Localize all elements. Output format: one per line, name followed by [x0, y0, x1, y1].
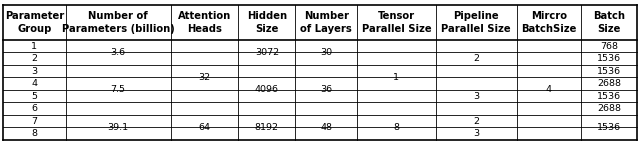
Text: Number
of Layers: Number of Layers [300, 11, 352, 34]
Text: Batch
Size: Batch Size [593, 11, 625, 34]
Text: 30: 30 [320, 48, 332, 57]
Text: 2688: 2688 [597, 104, 621, 113]
Text: 1536: 1536 [597, 123, 621, 132]
Text: 3.6: 3.6 [111, 48, 125, 57]
Text: 7.5: 7.5 [111, 85, 125, 94]
Text: 768: 768 [600, 42, 618, 51]
Text: Attention
Heads: Attention Heads [178, 11, 231, 34]
Text: 4: 4 [31, 79, 37, 88]
Text: 48: 48 [320, 123, 332, 132]
Text: 32: 32 [198, 73, 211, 82]
Text: 2: 2 [473, 54, 479, 63]
Text: 6: 6 [31, 104, 37, 113]
Text: 4: 4 [546, 85, 552, 94]
Text: 64: 64 [198, 123, 211, 132]
Text: 3: 3 [473, 129, 479, 138]
Text: 8: 8 [394, 123, 399, 132]
Text: 1536: 1536 [597, 54, 621, 63]
Text: Pipeline
Parallel Size: Pipeline Parallel Size [441, 11, 511, 34]
Text: 8192: 8192 [255, 123, 279, 132]
Text: Number of
Parameters (billion): Number of Parameters (billion) [61, 11, 175, 34]
Text: 3: 3 [473, 92, 479, 101]
Text: 2: 2 [473, 117, 479, 126]
Text: 36: 36 [320, 85, 332, 94]
Text: Mircro
BatchSize: Mircro BatchSize [521, 11, 577, 34]
Text: 1536: 1536 [597, 67, 621, 76]
Text: Parameter
Group: Parameter Group [4, 11, 64, 34]
Text: 2: 2 [31, 54, 37, 63]
Text: 1: 1 [394, 73, 399, 82]
Text: 3072: 3072 [255, 48, 279, 57]
Text: 1: 1 [31, 42, 37, 51]
Text: 39.1: 39.1 [108, 123, 129, 132]
Text: Tensor
Parallel Size: Tensor Parallel Size [362, 11, 431, 34]
Text: 1536: 1536 [597, 92, 621, 101]
Text: Hidden
Size: Hidden Size [247, 11, 287, 34]
Text: 7: 7 [31, 117, 37, 126]
Text: 5: 5 [31, 92, 37, 101]
Text: 4096: 4096 [255, 85, 279, 94]
Text: 3: 3 [31, 67, 38, 76]
Text: 8: 8 [31, 129, 37, 138]
Text: 2688: 2688 [597, 79, 621, 88]
